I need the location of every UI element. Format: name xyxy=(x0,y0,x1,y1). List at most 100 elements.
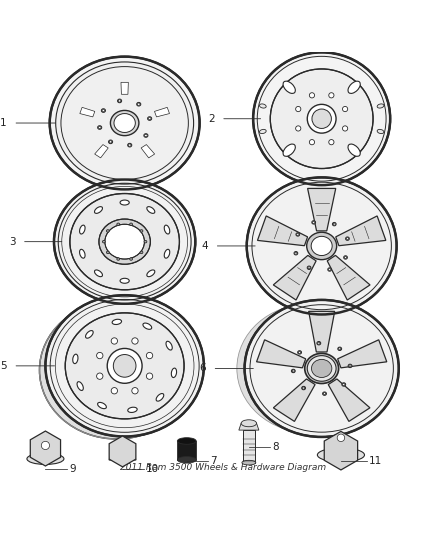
Ellipse shape xyxy=(102,109,105,112)
Polygon shape xyxy=(63,96,111,123)
Ellipse shape xyxy=(342,383,346,386)
Polygon shape xyxy=(257,340,306,368)
Ellipse shape xyxy=(73,354,78,364)
Ellipse shape xyxy=(56,62,194,184)
Polygon shape xyxy=(258,216,307,246)
Circle shape xyxy=(132,387,138,394)
Ellipse shape xyxy=(109,141,112,143)
Circle shape xyxy=(146,352,153,359)
Ellipse shape xyxy=(145,134,147,136)
Circle shape xyxy=(296,126,301,131)
Ellipse shape xyxy=(65,313,184,419)
Ellipse shape xyxy=(113,354,136,377)
Ellipse shape xyxy=(307,356,336,381)
Ellipse shape xyxy=(302,386,306,390)
Ellipse shape xyxy=(344,256,346,259)
Ellipse shape xyxy=(259,104,266,108)
Ellipse shape xyxy=(332,222,336,226)
Ellipse shape xyxy=(323,392,326,395)
Ellipse shape xyxy=(107,349,142,383)
Polygon shape xyxy=(239,423,259,430)
Ellipse shape xyxy=(296,233,300,236)
Circle shape xyxy=(309,93,314,98)
Ellipse shape xyxy=(312,221,315,224)
Circle shape xyxy=(132,338,138,344)
Ellipse shape xyxy=(117,99,122,103)
Polygon shape xyxy=(243,430,255,463)
Text: 2011 Ram 3500 Wheels & Hardware Diagram: 2011 Ram 3500 Wheels & Hardware Diagram xyxy=(120,463,326,472)
Ellipse shape xyxy=(328,268,332,271)
Ellipse shape xyxy=(346,237,350,240)
Text: 4: 4 xyxy=(201,241,208,251)
Ellipse shape xyxy=(137,102,141,106)
Ellipse shape xyxy=(144,134,148,138)
Ellipse shape xyxy=(241,420,257,427)
Ellipse shape xyxy=(237,304,382,433)
Ellipse shape xyxy=(337,434,345,441)
Ellipse shape xyxy=(343,383,345,385)
Polygon shape xyxy=(328,379,370,422)
Polygon shape xyxy=(109,451,136,460)
Ellipse shape xyxy=(241,304,386,433)
Text: 10: 10 xyxy=(146,464,159,474)
Polygon shape xyxy=(177,441,196,460)
Ellipse shape xyxy=(348,81,360,93)
Ellipse shape xyxy=(130,258,132,260)
Ellipse shape xyxy=(317,342,321,345)
Ellipse shape xyxy=(109,140,113,144)
Ellipse shape xyxy=(292,370,294,372)
Circle shape xyxy=(296,107,301,111)
Circle shape xyxy=(111,387,117,394)
Ellipse shape xyxy=(295,252,297,254)
Polygon shape xyxy=(324,431,358,470)
Ellipse shape xyxy=(253,52,390,185)
Polygon shape xyxy=(309,311,335,352)
Ellipse shape xyxy=(120,278,129,283)
Circle shape xyxy=(329,140,334,145)
Polygon shape xyxy=(80,107,95,117)
Ellipse shape xyxy=(247,177,397,314)
Ellipse shape xyxy=(323,393,326,395)
Ellipse shape xyxy=(333,223,336,225)
Ellipse shape xyxy=(85,330,93,338)
Ellipse shape xyxy=(39,301,194,439)
Ellipse shape xyxy=(156,393,164,401)
Ellipse shape xyxy=(297,233,299,236)
Ellipse shape xyxy=(99,126,101,128)
Ellipse shape xyxy=(328,269,331,271)
Text: 5: 5 xyxy=(0,361,7,371)
Ellipse shape xyxy=(303,387,305,389)
Ellipse shape xyxy=(114,114,135,133)
Circle shape xyxy=(329,93,334,98)
Polygon shape xyxy=(79,132,119,173)
Polygon shape xyxy=(95,144,108,158)
Ellipse shape xyxy=(138,103,140,106)
Ellipse shape xyxy=(283,81,295,93)
Ellipse shape xyxy=(177,438,196,445)
Ellipse shape xyxy=(147,207,155,213)
Polygon shape xyxy=(155,107,170,117)
Polygon shape xyxy=(112,69,137,109)
Ellipse shape xyxy=(348,144,360,156)
Ellipse shape xyxy=(112,319,122,325)
Ellipse shape xyxy=(80,225,85,234)
Ellipse shape xyxy=(95,207,102,213)
Text: 11: 11 xyxy=(369,456,382,466)
Polygon shape xyxy=(273,379,315,422)
Ellipse shape xyxy=(377,130,384,134)
Ellipse shape xyxy=(348,364,352,368)
Ellipse shape xyxy=(259,130,266,134)
Ellipse shape xyxy=(164,225,170,234)
Ellipse shape xyxy=(106,230,109,232)
Circle shape xyxy=(111,338,117,344)
Ellipse shape xyxy=(308,266,310,269)
Polygon shape xyxy=(138,96,187,123)
Ellipse shape xyxy=(307,104,336,133)
Ellipse shape xyxy=(140,230,143,232)
Ellipse shape xyxy=(338,347,342,351)
Ellipse shape xyxy=(118,100,121,102)
Ellipse shape xyxy=(99,219,150,264)
Ellipse shape xyxy=(128,407,137,413)
Ellipse shape xyxy=(311,236,332,255)
Ellipse shape xyxy=(127,143,132,147)
